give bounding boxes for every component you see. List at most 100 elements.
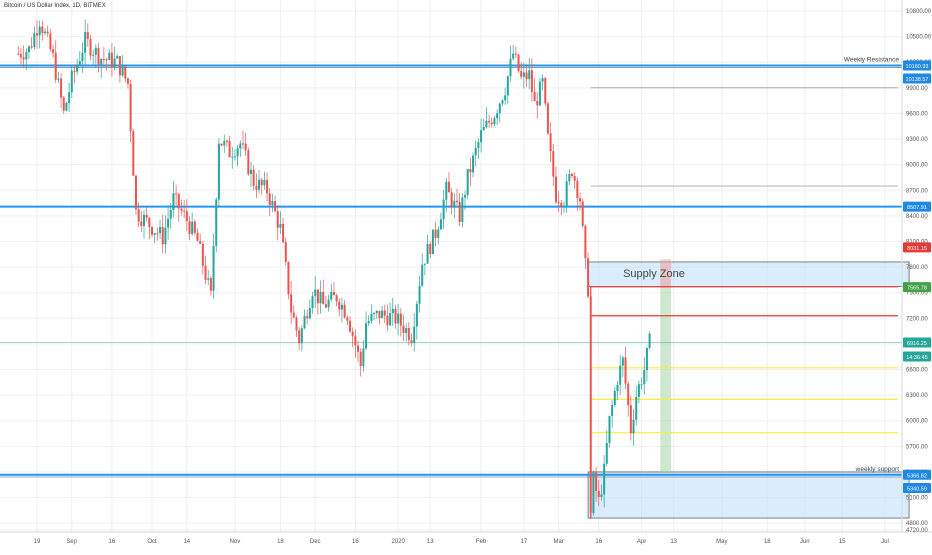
candle-body <box>512 53 515 59</box>
candle-body <box>252 169 255 186</box>
candle-body <box>480 130 483 143</box>
candle-body <box>605 443 608 464</box>
time-tick-label: 16 <box>352 539 359 545</box>
candle-body <box>78 61 81 65</box>
candle-body <box>161 227 164 245</box>
candle-body <box>223 140 226 146</box>
candle-body <box>509 58 512 77</box>
candle-body <box>60 78 63 98</box>
red-target-box <box>660 259 671 288</box>
candle-body <box>110 52 113 68</box>
candle-body <box>260 179 263 186</box>
candle-body <box>554 176 557 203</box>
candle-body <box>421 264 424 286</box>
candle-body <box>212 245 215 291</box>
candle-body <box>54 52 57 80</box>
candle-body <box>464 194 467 198</box>
candle-body <box>33 33 36 47</box>
candle-body <box>447 181 450 193</box>
candle-body <box>587 258 590 297</box>
candle-body <box>399 313 402 326</box>
candle-body <box>490 122 493 125</box>
candle-body <box>423 263 426 265</box>
candles <box>17 19 651 520</box>
candle-body <box>389 313 392 326</box>
candle-body <box>469 169 472 173</box>
candle-body <box>648 333 651 348</box>
candle-body <box>415 303 418 327</box>
demand-zone <box>587 471 910 519</box>
candle-body <box>386 315 389 326</box>
candle-body <box>188 221 191 234</box>
candle-body <box>116 56 119 59</box>
time-axis[interactable]: 19 Sep 16 Oct 14 Nov 18 Dec 16 2020 13 Feb 17 Mar 16 Ap… <box>34 539 889 545</box>
price-tag-label: 14:36:45 <box>906 355 927 361</box>
candle-body <box>319 291 322 304</box>
candle-body <box>589 296 592 514</box>
price-tick-label: 8700.00 <box>906 188 928 194</box>
candle-body <box>482 127 485 131</box>
candle-body <box>501 100 504 104</box>
time-tick-label: Sep <box>66 539 77 545</box>
time-tick-label: 15 <box>839 539 846 545</box>
candle-body <box>485 120 488 128</box>
candle-body <box>167 218 170 228</box>
candle-body <box>437 229 440 239</box>
time-tick-label: Apr <box>637 539 646 545</box>
time-tick-label: May <box>716 539 727 545</box>
candle-body <box>335 295 338 302</box>
candle-body <box>581 201 584 226</box>
candle-body <box>279 223 282 228</box>
candle-body <box>287 261 290 295</box>
candle-body <box>560 202 563 207</box>
candle-body <box>530 70 533 92</box>
candle-body <box>405 327 408 334</box>
candle-body <box>397 313 400 324</box>
candle-body <box>474 148 477 156</box>
candle-body <box>461 197 464 222</box>
time-tick-label: Jul <box>881 539 889 545</box>
time-tick-label: Dec <box>310 539 321 545</box>
candle-body <box>282 223 285 243</box>
price-tick-label: 9900.00 <box>906 86 928 92</box>
price-tag-label: 5340.59 <box>907 487 927 493</box>
candle-body <box>129 83 132 132</box>
candle-body <box>19 53 22 58</box>
supply-zone-label: Supply Zone <box>623 268 685 280</box>
price-tick-label: 8400.00 <box>906 214 928 220</box>
candle-body <box>635 396 638 420</box>
candle-body <box>239 143 242 149</box>
candle-body <box>89 39 92 56</box>
candle-body <box>643 370 646 385</box>
time-tick-label: 18 <box>764 539 771 545</box>
candle-body <box>367 320 370 324</box>
candle-body <box>217 143 220 200</box>
resistance-level-label: Weekly Resistance <box>844 57 900 64</box>
price-tag <box>903 60 931 71</box>
candle-body <box>247 150 250 175</box>
candle-body <box>332 291 335 296</box>
candle-body <box>292 312 295 318</box>
candle-body <box>84 32 87 53</box>
candle-body <box>30 46 33 48</box>
candle-body <box>220 143 223 146</box>
candle-body <box>105 59 108 61</box>
candle-body <box>573 175 576 181</box>
candle-body <box>327 299 330 308</box>
candle-body <box>207 278 210 280</box>
candle-body <box>394 308 397 324</box>
candle-body <box>52 49 55 53</box>
candle-body <box>525 72 528 80</box>
candle-body <box>151 227 154 235</box>
candle-body <box>450 192 453 208</box>
candle-body <box>453 200 456 208</box>
candle-body <box>557 202 560 204</box>
candle-body <box>466 169 469 195</box>
candle-body <box>611 405 614 416</box>
candle-body <box>25 52 28 60</box>
candle-body <box>172 193 175 210</box>
candle-body <box>183 210 186 212</box>
candle-body <box>121 66 124 76</box>
